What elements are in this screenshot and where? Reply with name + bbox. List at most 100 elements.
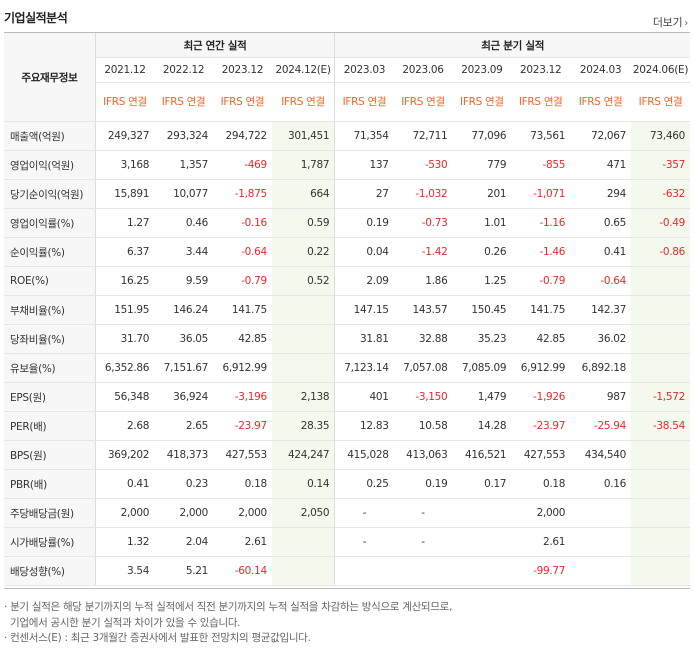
table-cell: 73,561 bbox=[511, 121, 571, 151]
table-cell: 6.37 bbox=[95, 237, 155, 267]
table-cell: 0.14 bbox=[271, 469, 335, 499]
table-cell bbox=[334, 556, 394, 586]
table-cell: 142.37 bbox=[570, 295, 632, 325]
table-cell: 3,168 bbox=[95, 150, 155, 180]
table-cell: 0.52 bbox=[271, 266, 335, 296]
table-cell bbox=[570, 556, 632, 586]
table-cell: 0.25 bbox=[334, 469, 394, 499]
table-cell bbox=[631, 324, 690, 354]
table-cell: -1.42 bbox=[393, 237, 453, 267]
more-link[interactable]: 더보기 › bbox=[653, 14, 688, 30]
row-label: 순이익률(%) bbox=[4, 237, 96, 267]
table-cell: 6,912.99 bbox=[213, 353, 272, 383]
table-cell: 0.19 bbox=[393, 469, 453, 499]
table-cell: -0.79 bbox=[213, 266, 272, 296]
table-cell: 2,000 bbox=[154, 498, 214, 528]
table-cell: 2,000 bbox=[511, 498, 571, 528]
footnotes: · 분기 실적은 해당 분기까지의 누적 실적에서 직전 분기까지의 누적 실적… bbox=[4, 600, 452, 647]
table-cell: 0.65 bbox=[570, 208, 632, 238]
table-cell: 72,711 bbox=[393, 121, 453, 151]
row-label: 배당성향(%) bbox=[4, 556, 96, 586]
table-cell: - bbox=[334, 527, 394, 557]
table-cell: 27 bbox=[334, 179, 394, 209]
table-cell: 2,050 bbox=[271, 498, 335, 528]
table-cell: 2,138 bbox=[271, 382, 335, 412]
table-cell: 14.28 bbox=[452, 411, 512, 441]
table-cell: 434,540 bbox=[570, 440, 632, 470]
table-cell bbox=[271, 324, 335, 354]
row-label: PBR(배) bbox=[4, 469, 96, 499]
table-cell bbox=[452, 527, 512, 557]
table-row: 시가배당률(%) 1.32 2.04 2.61- -2.61 bbox=[4, 527, 690, 557]
chevron-right-icon: › bbox=[684, 18, 688, 29]
table-row: 영업이익률(%) 1.27 0.46 -0.16 0.59 0.19 -0.73 1.01 -1… bbox=[4, 208, 690, 238]
table-cell: 137 bbox=[334, 150, 394, 180]
table-cell: -0.64 bbox=[213, 237, 272, 267]
table-cell: 72,067 bbox=[570, 121, 632, 151]
table-cell: - bbox=[393, 498, 453, 528]
table-cell: 71,354 bbox=[334, 121, 394, 151]
table-cell: 0.26 bbox=[452, 237, 512, 267]
table-cell: 2,000 bbox=[213, 498, 272, 528]
table-cell: 5.21 bbox=[154, 556, 214, 586]
table-cell bbox=[452, 498, 512, 528]
table-cell: -60.14 bbox=[213, 556, 272, 586]
table-row: PBR(배) 0.41 0.23 0.18 0.14 0.25 0.19 0.17 0.18 0.… bbox=[4, 469, 690, 499]
table-cell: 7,057.08 bbox=[393, 353, 453, 383]
table-row: 주당배당금(원) 2,000 2,000 2,000 2,050- -2,000 bbox=[4, 498, 690, 528]
table-cell: 42.85 bbox=[511, 324, 571, 354]
table-cell: 418,373 bbox=[154, 440, 214, 470]
period-header: 2023.09 bbox=[452, 57, 512, 83]
table-cell: 3.54 bbox=[95, 556, 155, 586]
table-cell: 1.32 bbox=[95, 527, 155, 557]
table-row: 순이익률(%) 6.37 3.44 -0.64 0.22 0.04 -1.42 0.26 -1.… bbox=[4, 237, 690, 267]
table-cell: 36.02 bbox=[570, 324, 632, 354]
table-cell: -0.79 bbox=[511, 266, 571, 296]
footnote: · 분기 실적은 해당 분기까지의 누적 실적에서 직전 분기까지의 누적 실적… bbox=[4, 601, 453, 613]
table-row: 유보율(%) 6,352.86 7,151.67 6,912.99 7,123.14 7,… bbox=[4, 353, 690, 383]
table-cell: 427,553 bbox=[213, 440, 272, 470]
period-header: 2024.12(E) bbox=[271, 57, 335, 83]
accounting-standard: IFRS 연결 bbox=[95, 82, 155, 122]
table-cell: 0.18 bbox=[511, 469, 571, 499]
table-cell: -3,196 bbox=[213, 382, 272, 412]
table-cell: 0.19 bbox=[334, 208, 394, 238]
table-cell: 10.58 bbox=[393, 411, 453, 441]
accounting-standard: IFRS 연결 bbox=[511, 82, 571, 122]
period-header: 2022.12 bbox=[154, 57, 214, 83]
table-cell: 1.86 bbox=[393, 266, 453, 296]
table-cell: 779 bbox=[452, 150, 512, 180]
table-cell bbox=[631, 440, 690, 470]
table-cell: -1.16 bbox=[511, 208, 571, 238]
table-cell: 147.15 bbox=[334, 295, 394, 325]
row-label: ROE(%) bbox=[4, 266, 96, 296]
row-label: 부채비율(%) bbox=[4, 295, 96, 325]
table-cell: 0.41 bbox=[570, 237, 632, 267]
table-cell: -23.97 bbox=[213, 411, 272, 441]
table-cell: 1.01 bbox=[452, 208, 512, 238]
table-cell: -855 bbox=[511, 150, 571, 180]
table-cell: 2.61 bbox=[213, 527, 272, 557]
table-cell: 416,521 bbox=[452, 440, 512, 470]
table-cell: 201 bbox=[452, 179, 512, 209]
table-cell: 31.81 bbox=[334, 324, 394, 354]
accounting-standard: IFRS 연결 bbox=[334, 82, 394, 122]
accounting-standard: IFRS 연결 bbox=[631, 82, 690, 122]
table-cell: 2.61 bbox=[511, 527, 571, 557]
table-cell: 15,891 bbox=[95, 179, 155, 209]
table-cell: - bbox=[334, 498, 394, 528]
table-cell: -1,071 bbox=[511, 179, 571, 209]
table-cell: 150.45 bbox=[452, 295, 512, 325]
table-cell bbox=[631, 527, 690, 557]
table-cell: 36,924 bbox=[154, 382, 214, 412]
table-cell: 6,912.99 bbox=[511, 353, 571, 383]
table-cell bbox=[570, 498, 632, 528]
table-cell: 141.75 bbox=[511, 295, 571, 325]
group-quarter: 최근 분기 실적 bbox=[334, 33, 690, 58]
table-cell: 1.27 bbox=[95, 208, 155, 238]
more-label: 더보기 bbox=[652, 16, 683, 29]
row-label: 유보율(%) bbox=[4, 353, 96, 383]
row-label: 주당배당금(원) bbox=[4, 498, 96, 528]
table-cell: 31.70 bbox=[95, 324, 155, 354]
table-cell: -25.94 bbox=[570, 411, 632, 441]
